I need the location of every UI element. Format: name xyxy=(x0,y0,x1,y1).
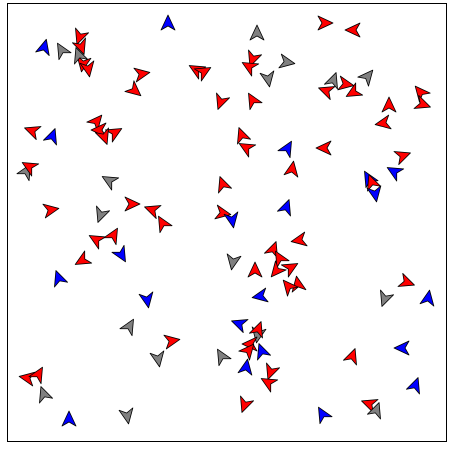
red-arrowhead-icon xyxy=(103,227,118,246)
red-arrowhead-icon xyxy=(24,126,42,141)
gray-arrowhead-icon xyxy=(217,348,232,367)
red-arrowhead-icon xyxy=(94,127,109,145)
red-arrowhead-icon xyxy=(282,279,299,297)
red-arrowhead-icon xyxy=(361,399,379,414)
gray-arrowhead-icon xyxy=(278,53,296,69)
gray-arrowhead-icon xyxy=(118,407,134,425)
blue-arrowhead-icon xyxy=(318,406,333,425)
red-arrowhead-icon xyxy=(28,366,43,385)
red-arrowhead-icon xyxy=(345,82,364,97)
red-arrowhead-icon xyxy=(381,96,397,113)
blue-arrowhead-icon xyxy=(111,244,126,263)
red-arrowhead-icon xyxy=(374,114,392,130)
blue-arrowhead-icon xyxy=(393,340,410,356)
red-arrowhead-icon xyxy=(238,143,257,158)
red-arrowhead-icon xyxy=(238,343,255,361)
red-arrowhead-icon xyxy=(144,205,162,220)
red-arrowhead-icon xyxy=(237,127,252,145)
red-arrowhead-icon xyxy=(42,203,60,219)
red-arrowhead-icon xyxy=(124,196,141,212)
red-arrowhead-icon xyxy=(367,174,382,192)
red-arrowhead-icon xyxy=(216,92,231,110)
red-arrowhead-icon xyxy=(240,395,255,413)
red-arrowhead-icon xyxy=(133,67,151,83)
gray-arrowhead-icon xyxy=(39,386,54,404)
gray-arrowhead-icon xyxy=(57,42,72,61)
red-arrowhead-icon xyxy=(266,362,281,380)
red-arrowhead-icon xyxy=(275,250,290,269)
gray-arrowhead-icon xyxy=(226,253,242,271)
red-arrowhead-icon xyxy=(74,250,93,265)
red-arrowhead-icon xyxy=(280,263,299,278)
blue-arrowhead-icon xyxy=(276,199,291,217)
red-arrowhead-icon xyxy=(124,80,142,97)
red-arrowhead-icon xyxy=(241,62,260,77)
red-arrowhead-icon xyxy=(71,37,86,55)
blue-arrowhead-icon xyxy=(160,14,176,31)
red-arrowhead-icon xyxy=(193,67,212,82)
red-arrowhead-icon xyxy=(393,151,411,166)
blue-arrowhead-icon xyxy=(42,128,57,146)
blue-arrowhead-icon xyxy=(405,377,420,395)
red-arrowhead-icon xyxy=(248,321,263,339)
red-arrowhead-icon xyxy=(247,261,263,278)
gray-arrowhead-icon xyxy=(119,318,134,337)
canvas-frame xyxy=(7,3,447,442)
red-arrowhead-icon xyxy=(104,128,123,143)
blue-arrowhead-icon xyxy=(386,167,405,182)
blue-arrowhead-icon xyxy=(54,270,69,288)
blue-arrowhead-icon xyxy=(138,291,154,309)
red-arrowhead-icon xyxy=(158,215,173,234)
red-arrowhead-icon xyxy=(248,49,263,67)
red-arrowhead-icon xyxy=(344,22,361,38)
red-arrowhead-icon xyxy=(315,140,332,156)
red-arrowhead-icon xyxy=(413,94,431,109)
red-arrowhead-icon xyxy=(18,371,36,387)
blue-arrowhead-icon xyxy=(251,287,269,303)
glyph-layer xyxy=(16,14,435,427)
blue-arrowhead-icon xyxy=(237,358,253,376)
red-arrowhead-icon xyxy=(218,176,233,194)
gray-arrowhead-icon xyxy=(96,205,111,223)
blue-arrowhead-icon xyxy=(257,343,272,361)
red-arrowhead-icon xyxy=(260,378,279,393)
red-arrowhead-icon xyxy=(317,15,334,31)
red-arrowhead-icon xyxy=(270,260,287,278)
red-arrowhead-icon xyxy=(283,160,299,178)
red-arrowhead-icon xyxy=(79,60,95,78)
gray-arrowhead-icon xyxy=(357,69,374,87)
gray-arrowhead-icon xyxy=(101,176,120,191)
red-arrowhead-icon xyxy=(397,272,415,287)
blue-arrowhead-icon xyxy=(223,211,239,229)
blue-arrowhead-icon xyxy=(61,410,77,427)
blue-arrowhead-icon xyxy=(231,319,249,334)
red-arrowhead-icon xyxy=(248,92,263,111)
gray-arrowhead-icon xyxy=(249,24,265,41)
gray-arrowhead-icon xyxy=(149,350,165,368)
gray-arrowhead-icon xyxy=(259,70,275,88)
red-arrowhead-icon xyxy=(318,86,336,101)
gray-arrowhead-icon xyxy=(323,72,338,90)
blue-arrowhead-icon xyxy=(419,289,435,307)
red-arrowhead-icon xyxy=(21,162,40,177)
red-arrowhead-icon xyxy=(75,27,90,45)
blue-arrowhead-icon xyxy=(35,38,50,57)
red-arrowhead-icon xyxy=(76,55,92,73)
gray-arrowhead-icon xyxy=(366,402,381,420)
red-arrowhead-icon xyxy=(88,235,107,250)
red-arrowhead-icon xyxy=(291,275,307,293)
red-arrowhead-icon xyxy=(337,75,355,91)
blue-arrowhead-icon xyxy=(366,185,382,203)
gray-arrowhead-icon xyxy=(380,289,395,307)
gray-arrowhead-icon xyxy=(74,47,89,65)
red-arrowhead-icon xyxy=(163,334,181,350)
red-arrowhead-icon xyxy=(342,348,357,366)
red-arrowhead-icon xyxy=(290,231,308,247)
blue-arrowhead-icon xyxy=(277,140,292,159)
